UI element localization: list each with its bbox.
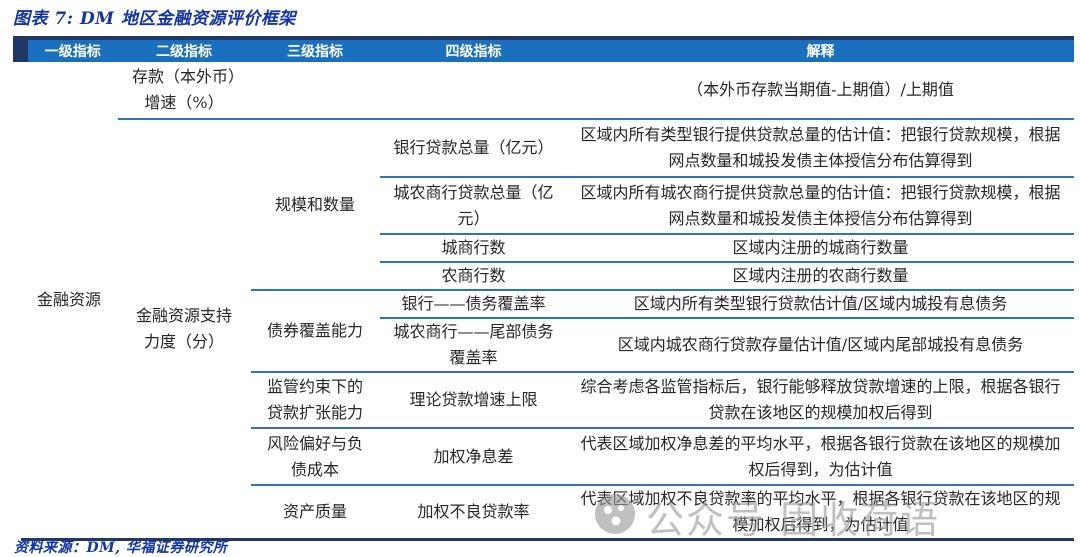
cell-explanation: 区域内注册的农商行数量	[567, 262, 1074, 291]
header-explain: 解释	[567, 38, 1074, 62]
table-row: 金融资源 存款（本外币）增速（%） （本外币存款当期值-上期值）/上期值	[20, 62, 1074, 540]
cell-level2-deposit-growth: 存款（本外币）增速（%）	[117, 62, 251, 120]
cell-empty	[250, 62, 380, 120]
cell-level3-bond-coverage: 债券覆盖能力	[250, 290, 380, 373]
table-row: 资产质量 加权不良贷款率 代表区域加权不良贷款率的平均水平，根据各银行贷款在该地…	[21, 485, 1074, 540]
cell-level3-asset-quality: 资产质量	[250, 485, 380, 540]
cell-level4: 加权净息差	[379, 428, 568, 486]
cell-level4: 银行——债务覆盖率	[379, 290, 568, 319]
cell-level4: 城农商行——尾部债务覆盖率	[379, 318, 568, 373]
cell-explanation: 代表区域加权净息差的平均水平，根据各银行贷款在该地区的规模加权后得到，为估计值	[567, 428, 1074, 486]
cell-level3-risk-appetite: 风险偏好与负债成本	[250, 428, 380, 486]
cell-explanation: 区域内所有类型银行贷款估计值/区域内城投有息债务	[567, 290, 1074, 319]
table-row: 城农商行——尾部债务覆盖率 区域内城农商行贷款存量估计值/区域内尾部城投有息债务	[21, 318, 1074, 373]
table-row: 风险偏好与负债成本 加权净息差 代表区域加权净息差的平均水平，根据各银行贷款在该…	[21, 428, 1074, 486]
evaluation-framework-table: 一级指标 二级指标 三级指标 四级指标 解释 金融资源 存款（本外币）增速（%）…	[13, 36, 1074, 541]
cell-explanation: 区域内注册的城商行数量	[567, 234, 1074, 263]
table-row: 城农商行贷款总量（亿元） 区域内所有城农商行提供贷款总量的估计值：把银行贷款规模…	[21, 177, 1074, 235]
cell-level4: 城农商行贷款总量（亿元）	[379, 177, 568, 235]
source-note: 资料来源：DM, 华福证券研究所	[14, 540, 228, 556]
figure-title: 图表 7: DM 地区金融资源评价框架	[13, 9, 296, 29]
header-level2: 二级指标	[117, 38, 251, 62]
cell-empty	[379, 62, 568, 120]
cell-explanation: （本外币存款当期值-上期值）/上期值	[567, 62, 1074, 120]
table-header-row: 一级指标 二级指标 三级指标 四级指标 解释	[13, 38, 1074, 62]
header-level3: 三级指标	[250, 38, 380, 62]
cell-level4: 理论贷款增速上限	[379, 372, 568, 429]
cell-level4: 银行贷款总量（亿元）	[379, 119, 568, 178]
cell-explanation: 区域内城农商行贷款存量估计值/区域内尾部城投有息债务	[567, 318, 1074, 373]
cell-explanation: 综合考虑各监管指标后，银行能够释放贷款增速的上限，根据各银行贷款在该地区的规模加…	[567, 372, 1074, 429]
cell-level4: 城商行数	[379, 234, 568, 263]
table-row: 监管约束下的贷款扩张能力 理论贷款增速上限 综合考虑各监管指标后，银行能够释放贷…	[21, 372, 1074, 429]
cell-explanation: 区域内所有类型银行提供贷款总量的估计值：把银行贷款规模，根据网点数量和城投发债主…	[567, 119, 1074, 178]
table-row: 农商行数 区域内注册的农商行数量	[21, 262, 1074, 291]
table-row: 城商行数 区域内注册的城商行数量	[21, 234, 1074, 263]
cell-level3-scale-quantity: 规模和数量	[250, 119, 380, 291]
cell-level2-support: 金融资源支持力度（分）	[117, 119, 251, 540]
cell-level3-regulatory-expansion: 监管约束下的贷款扩张能力	[250, 372, 380, 429]
cell-level1: 金融资源	[20, 62, 118, 540]
table-row: 金融资源支持力度（分） 规模和数量 银行贷款总量（亿元） 区域内所有类型银行提供…	[21, 119, 1074, 540]
cell-level4: 农商行数	[379, 262, 568, 291]
cell-explanation: 区域内所有城农商行提供贷款总量的估计值：把银行贷款规模，根据网点数量和城投发债主…	[567, 177, 1074, 235]
table-row: 债券覆盖能力 银行——债务覆盖率 区域内所有类型银行贷款估计值/区域内城投有息债…	[21, 290, 1074, 373]
header-level4: 四级指标	[379, 38, 568, 62]
cell-explanation: 代表区域加权不良贷款率的平均水平，根据各银行贷款在该地区的规模加权后得到，为估计…	[567, 485, 1074, 540]
header-level1: 一级指标	[13, 38, 118, 62]
cell-level4: 加权不良贷款率	[379, 485, 568, 540]
